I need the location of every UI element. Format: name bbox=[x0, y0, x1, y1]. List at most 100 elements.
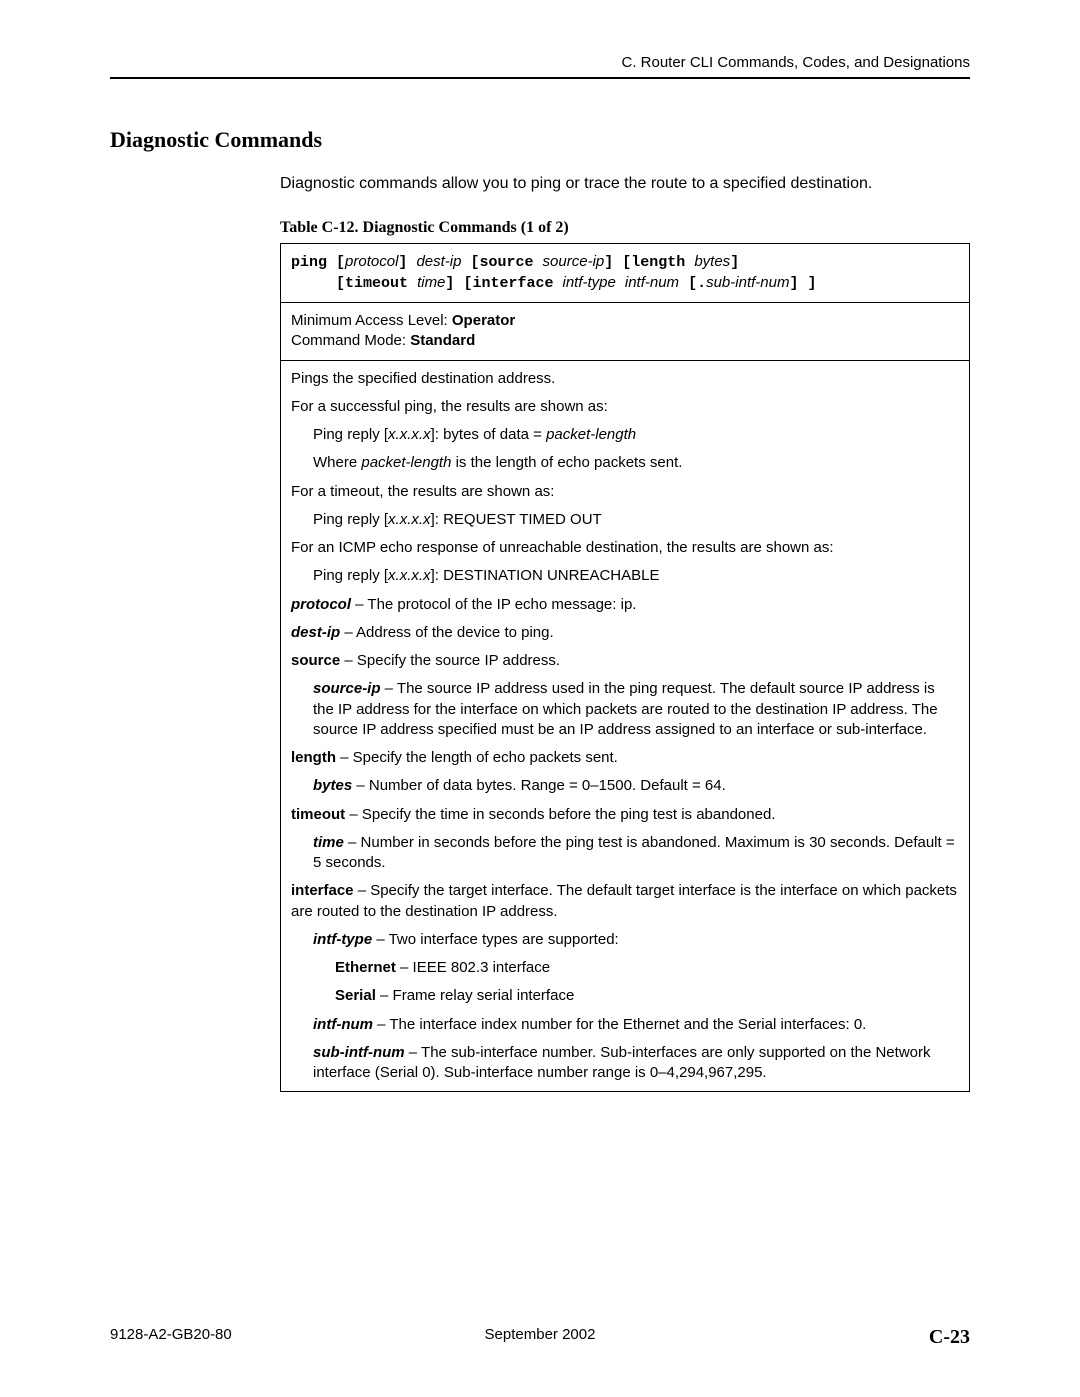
desc-p7: For an ICMP echo response of unreachable… bbox=[291, 538, 959, 558]
diagnostic-commands-table: ping [protocol] dest-ip [source source-i… bbox=[280, 243, 970, 1093]
command-mode-label: Command Mode: bbox=[291, 332, 410, 349]
page-header-right: C. Router CLI Commands, Codes, and Desig… bbox=[110, 54, 970, 71]
text: – The source IP address used in the ping… bbox=[313, 680, 938, 738]
text: – The interface index number for the Eth… bbox=[373, 1016, 866, 1033]
text: – Address of the device to ping. bbox=[340, 624, 553, 641]
text: – Specify the time in seconds before the… bbox=[345, 806, 775, 823]
param-timeout: timeout – Specify the time in seconds be… bbox=[291, 805, 959, 825]
param-source: source – Specify the source IP address. bbox=[291, 651, 959, 671]
txt: Where bbox=[313, 454, 361, 471]
txt-ital: x.x.x.x bbox=[388, 511, 431, 528]
bracket: [ bbox=[471, 254, 480, 271]
label: protocol bbox=[291, 596, 351, 613]
txt-ital: x.x.x.x bbox=[388, 426, 431, 443]
param-source-ip: source-ip – The source IP address used i… bbox=[291, 679, 959, 740]
txt: ]: REQUEST TIMED OUT bbox=[431, 511, 602, 528]
param-bytes: bytes – Number of data bytes. Range = 0–… bbox=[291, 776, 959, 796]
label: source-ip bbox=[313, 680, 381, 697]
txt: Ping reply [ bbox=[313, 511, 388, 528]
txt-ital: packet-length bbox=[361, 454, 451, 471]
txt-ital: packet-length bbox=[546, 426, 636, 443]
access-level-value: Operator bbox=[452, 312, 515, 329]
kw-source: source bbox=[480, 254, 534, 271]
bracket: ] bbox=[445, 275, 454, 292]
label: intf-num bbox=[313, 1016, 373, 1033]
txt: ]: DESTINATION UNREACHABLE bbox=[431, 567, 660, 584]
footer-center: September 2002 bbox=[485, 1326, 596, 1343]
param-time: time – Number in seconds before the ping… bbox=[291, 833, 959, 874]
desc-p2: For a successful ping, the results are s… bbox=[291, 397, 959, 417]
param-dest-ip: dest-ip – Address of the device to ping. bbox=[291, 623, 959, 643]
txt: is the length of echo packets sent. bbox=[451, 454, 682, 471]
label: bytes bbox=[313, 777, 352, 794]
arg-dest-ip: dest-ip bbox=[416, 253, 461, 270]
label: sub-intf-num bbox=[313, 1044, 405, 1061]
arg-time: time bbox=[417, 274, 445, 291]
text: – IEEE 802.3 interface bbox=[396, 959, 550, 976]
footer-left: 9128-A2-GB20-80 bbox=[110, 1326, 232, 1343]
indent bbox=[291, 275, 336, 292]
label: time bbox=[313, 834, 344, 851]
param-protocol: protocol – The protocol of the IP echo m… bbox=[291, 595, 959, 615]
desc-p5: For a timeout, the results are shown as: bbox=[291, 482, 959, 502]
bracket: ] bbox=[789, 275, 798, 292]
text: – Specify the length of echo packets sen… bbox=[336, 749, 618, 766]
bracket: ] bbox=[730, 254, 739, 271]
param-serial: Serial – Frame relay serial interface bbox=[291, 986, 959, 1006]
kw-timeout: timeout bbox=[345, 275, 408, 292]
page-footer: 9128-A2-GB20-80 September 2002 C-23 bbox=[110, 1326, 970, 1349]
param-sub-intf-num: sub-intf-num – The sub-interface number.… bbox=[291, 1043, 959, 1084]
label: Serial bbox=[335, 987, 376, 1004]
txt: ]: bytes of data = bbox=[431, 426, 547, 443]
bracket: [ bbox=[688, 275, 697, 292]
description-row: Pings the specified destination address.… bbox=[281, 361, 969, 1092]
kw-interface: interface bbox=[472, 275, 553, 292]
text: – Two interface types are supported: bbox=[372, 931, 619, 948]
dot: . bbox=[697, 275, 706, 292]
label: dest-ip bbox=[291, 624, 340, 641]
section-title: Diagnostic Commands bbox=[110, 127, 970, 153]
param-intf-num: intf-num – The interface index number fo… bbox=[291, 1015, 959, 1035]
param-intf-type: intf-type – Two interface types are supp… bbox=[291, 930, 959, 950]
access-level-label: Minimum Access Level: bbox=[291, 312, 452, 329]
label: timeout bbox=[291, 806, 345, 823]
param-ethernet: Ethernet – IEEE 802.3 interface bbox=[291, 958, 959, 978]
bracket: ] bbox=[808, 275, 817, 292]
param-interface: interface – Specify the target interface… bbox=[291, 881, 959, 922]
intro-paragraph: Diagnostic commands allow you to ping or… bbox=[280, 173, 970, 195]
command-mode-line: Command Mode: Standard bbox=[291, 331, 959, 351]
bracket: [ bbox=[622, 254, 631, 271]
bracket: ] bbox=[604, 254, 613, 271]
desc-p8: Ping reply [x.x.x.x]: DESTINATION UNREAC… bbox=[291, 566, 959, 586]
text: – The protocol of the IP echo message: i… bbox=[351, 596, 636, 613]
label: Ethernet bbox=[335, 959, 396, 976]
arg-sub-intf-num: sub-intf-num bbox=[706, 274, 789, 291]
page: C. Router CLI Commands, Codes, and Desig… bbox=[0, 0, 1080, 1397]
param-length: length – Specify the length of echo pack… bbox=[291, 748, 959, 768]
kw-length: length bbox=[631, 254, 685, 271]
table-caption: Table C-12. Diagnostic Commands (1 of 2) bbox=[280, 219, 970, 237]
desc-p1: Pings the specified destination address. bbox=[291, 369, 959, 389]
arg-protocol: protocol bbox=[345, 253, 398, 270]
text: – Specify the target interface. The defa… bbox=[291, 882, 957, 919]
desc-p3: Ping reply [x.x.x.x]: bytes of data = pa… bbox=[291, 425, 959, 445]
desc-p4: Where packet-length is the length of ech… bbox=[291, 453, 959, 473]
arg-source-ip: source-ip bbox=[543, 253, 605, 270]
command-mode-value: Standard bbox=[410, 332, 475, 349]
label: interface bbox=[291, 882, 354, 899]
meta-row: Minimum Access Level: Operator Command M… bbox=[281, 303, 969, 361]
arg-bytes: bytes bbox=[694, 253, 730, 270]
arg-intf-type: intf-type bbox=[562, 274, 615, 291]
label: length bbox=[291, 749, 336, 766]
text: – The sub-interface number. Sub-interfac… bbox=[313, 1044, 931, 1081]
txt: Ping reply [ bbox=[313, 567, 388, 584]
text: – Number of data bytes. Range = 0–1500. … bbox=[352, 777, 726, 794]
label: source bbox=[291, 652, 340, 669]
command-syntax: ping [protocol] dest-ip [source source-i… bbox=[291, 252, 959, 295]
arg-intf-num: intf-num bbox=[625, 274, 679, 291]
header-rule bbox=[110, 77, 970, 79]
bracket: ] bbox=[398, 254, 407, 271]
text: – Frame relay serial interface bbox=[376, 987, 574, 1004]
bracket: [ bbox=[336, 275, 345, 292]
txt: Ping reply [ bbox=[313, 426, 388, 443]
